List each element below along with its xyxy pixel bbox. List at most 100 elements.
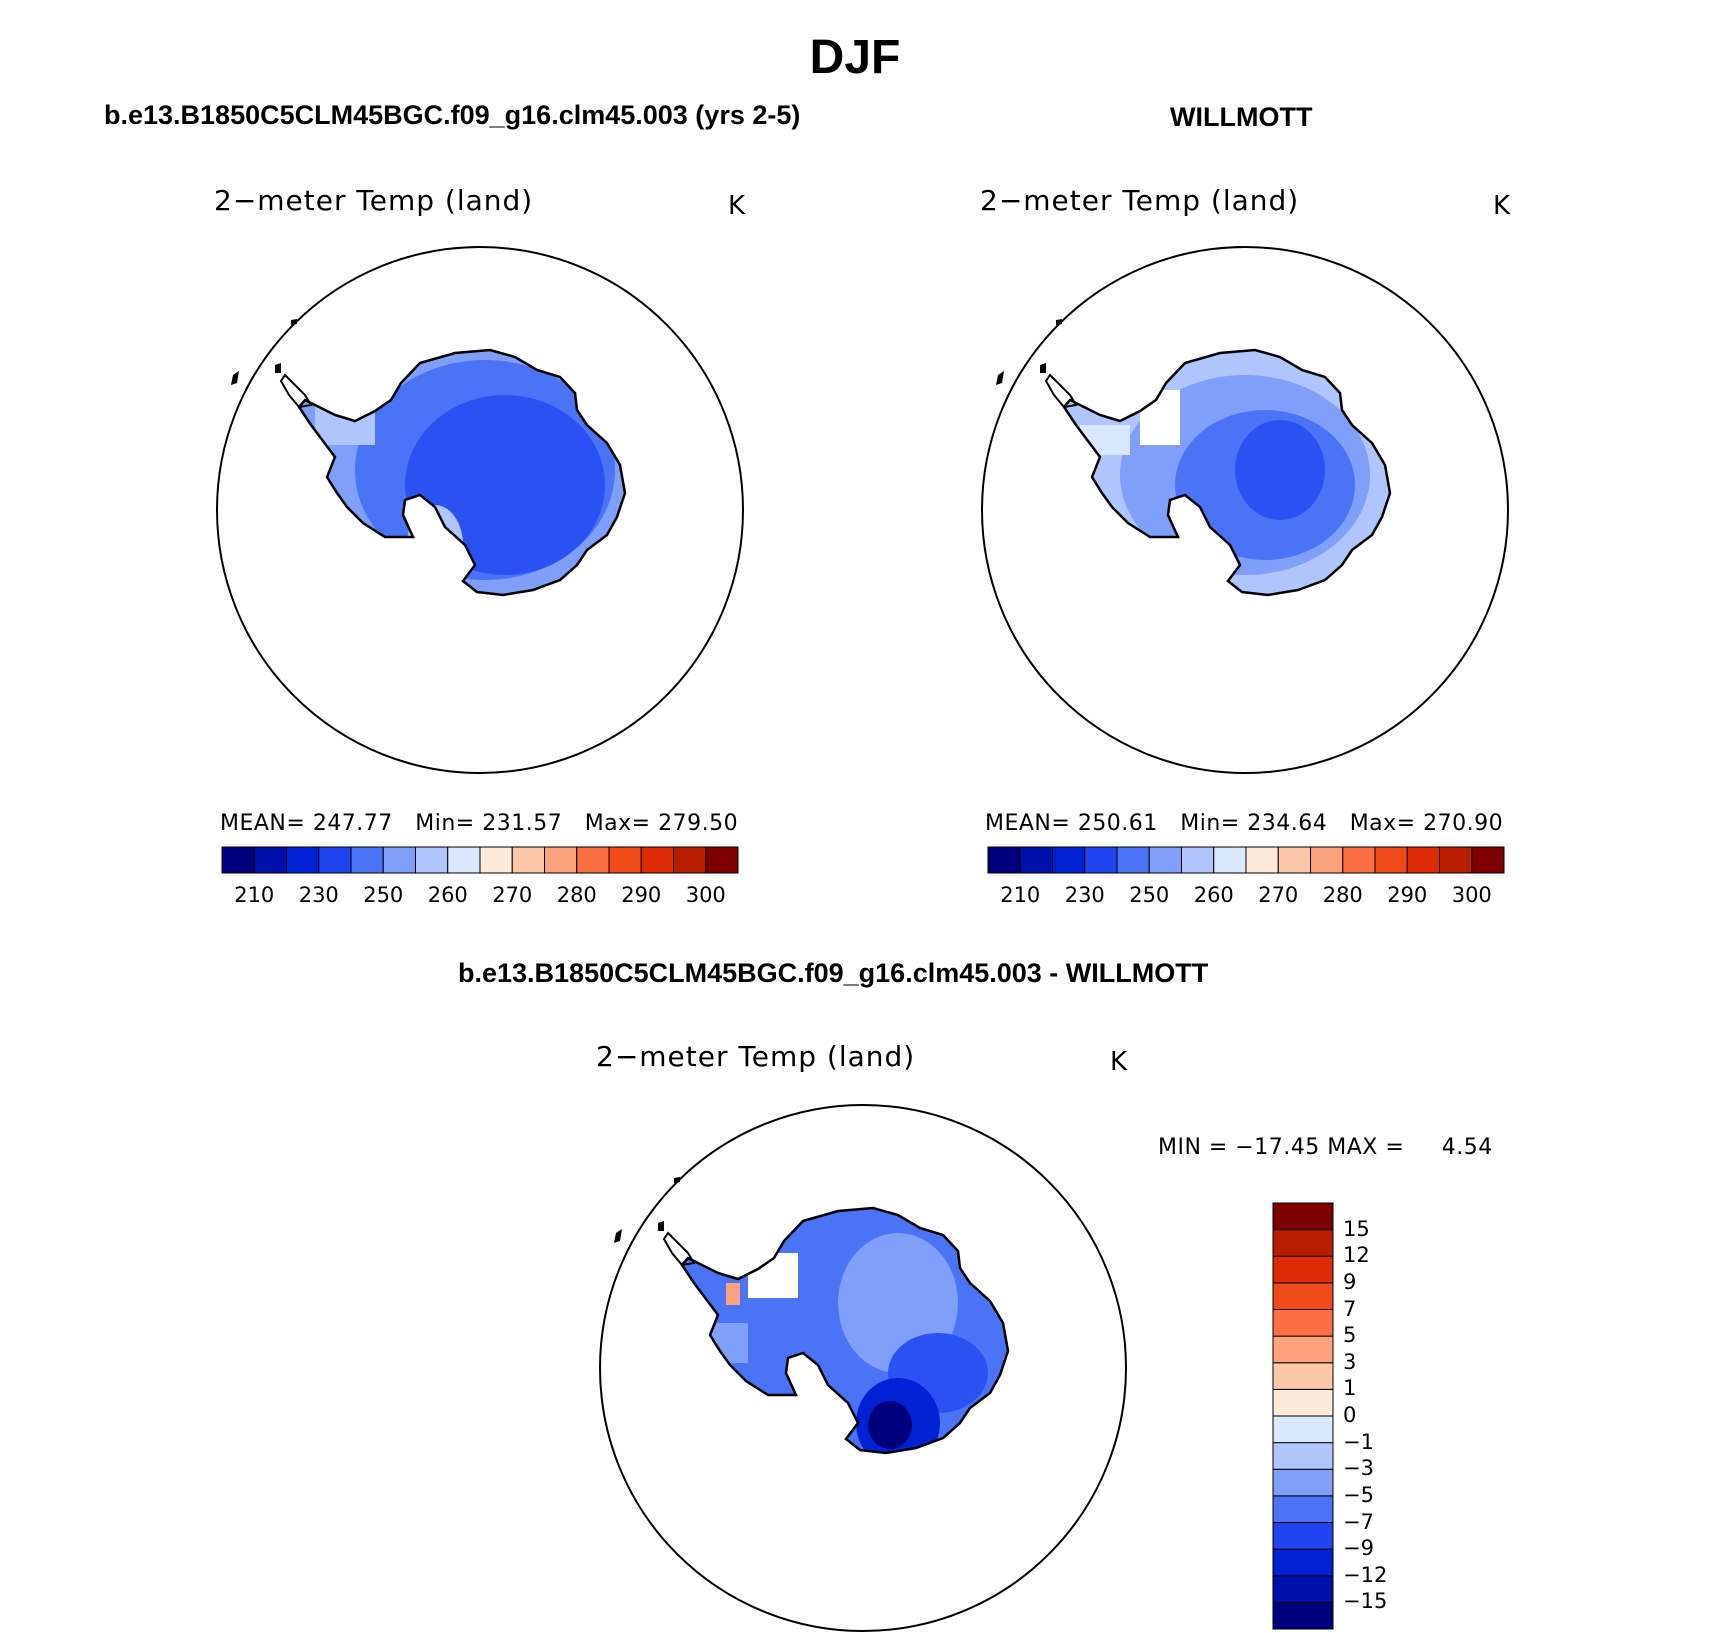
- colorbar-swatch: [1272, 1495, 1334, 1523]
- colorbar-swatch: [1272, 1362, 1334, 1390]
- colorbar-tick-label: 15: [1343, 1216, 1370, 1241]
- colorbar-tick-label: 230: [298, 883, 339, 907]
- colorbar-swatch: [382, 846, 416, 874]
- colorbar-swatch: [1272, 1202, 1334, 1231]
- island: [614, 1229, 622, 1243]
- coastline: [297, 348, 627, 597]
- colorbar-swatch: [1406, 846, 1440, 874]
- colorbar-swatch: [253, 846, 287, 874]
- colorbar-swatch: [1148, 846, 1182, 874]
- island: [1056, 319, 1062, 325]
- colorbar-tick-label: −1: [1343, 1429, 1374, 1454]
- coastline: [1062, 348, 1392, 597]
- obs-colorbar: [987, 846, 1505, 874]
- land-fill-warm-patch: [726, 1283, 740, 1305]
- colorbar-swatch: [1019, 846, 1053, 874]
- colorbar-swatch: [1277, 846, 1311, 874]
- land-fill-coldest: [868, 1401, 912, 1449]
- peninsula-coast: [1044, 373, 1078, 409]
- diff-units: K: [1110, 1047, 1128, 1077]
- diff-stats: MIN = −17.45 MAX = 4.54: [1158, 1135, 1493, 1160]
- colorbar-tick-label: 210: [1000, 883, 1041, 907]
- colorbar-swatch: [1272, 1255, 1334, 1284]
- colorbar-swatch: [1181, 846, 1215, 874]
- colorbar-swatch: [1272, 1282, 1334, 1310]
- colorbar-tick-label: −15: [1343, 1589, 1388, 1614]
- island: [231, 371, 239, 385]
- colorbar-swatch: [415, 846, 449, 874]
- colorbar-swatch: [447, 846, 481, 874]
- colorbar-swatch: [1272, 1415, 1334, 1444]
- coastline: [680, 1206, 1010, 1455]
- colorbar-swatch: [511, 846, 545, 874]
- colorbar-swatch: [1116, 846, 1150, 874]
- colorbar-tick-label: 0: [1343, 1403, 1357, 1427]
- land-fill-center: [1235, 420, 1325, 520]
- diff-colorbar: [1272, 1202, 1334, 1630]
- colorbar-tick-label: 5: [1343, 1323, 1357, 1348]
- colorbar-tick-label: 250: [1129, 883, 1170, 907]
- colorbar-tick-label: 1: [1343, 1376, 1357, 1401]
- colorbar-swatch: [1272, 1522, 1334, 1550]
- obs-stats: MEAN= 250.61 Min= 234.64 Max= 270.90: [985, 811, 1504, 836]
- island: [996, 371, 1004, 385]
- obs-map: [981, 246, 1509, 774]
- model-map: [216, 246, 744, 774]
- colorbar-swatch: [608, 846, 642, 874]
- colorbar-swatch: [987, 846, 1021, 874]
- colorbar-swatch: [1272, 1468, 1334, 1497]
- colorbar-swatch: [350, 846, 384, 874]
- colorbar-tick-label: 270: [1258, 883, 1299, 907]
- colorbar-swatch: [544, 846, 578, 874]
- colorbar-swatch: [1272, 1335, 1334, 1364]
- model-panel-label: 2−meter Temp (land): [214, 184, 534, 217]
- diff-map: [599, 1104, 1127, 1632]
- colorbar-swatch: [705, 846, 739, 874]
- peninsula-coast: [662, 1231, 696, 1267]
- island: [291, 319, 297, 325]
- colorbar-tick-label: −3: [1343, 1456, 1374, 1481]
- colorbar-swatch: [1272, 1601, 1334, 1630]
- colorbar-tick-label: 260: [427, 883, 468, 907]
- model-stats: MEAN= 247.77 Min= 231.57 Max= 279.50: [220, 811, 739, 836]
- obs-panel-label: 2−meter Temp (land): [980, 184, 1300, 217]
- island: [275, 363, 281, 373]
- colorbar-tick-label: 9: [1343, 1269, 1357, 1294]
- colorbar-tick-label: −12: [1343, 1562, 1388, 1587]
- diff-case-title: b.e13.B1850C5CLM45BGC.f09_g16.clm45.003 …: [458, 958, 1209, 988]
- colorbar-tick-label: 210: [234, 883, 275, 907]
- model-colorbar: [221, 846, 739, 874]
- colorbar-tick-label: 7: [1343, 1296, 1357, 1321]
- colorbar-tick-label: −5: [1343, 1482, 1374, 1507]
- colorbar-tick-label: 280: [1322, 883, 1363, 907]
- colorbar-swatch: [221, 846, 255, 874]
- island: [674, 1177, 680, 1183]
- colorbar-tick-label: 290: [1387, 883, 1428, 907]
- colorbar-swatch: [1272, 1388, 1334, 1417]
- obs-case-title: WILLMOTT: [1170, 102, 1313, 132]
- model-case-title: b.e13.B1850C5CLM45BGC.f09_g16.clm45.003 …: [104, 100, 801, 130]
- diff-panel-label: 2−meter Temp (land): [596, 1040, 916, 1073]
- colorbar-swatch: [1052, 846, 1086, 874]
- colorbar-swatch: [1310, 846, 1344, 874]
- colorbar-tick-label: 250: [363, 883, 404, 907]
- model-units: K: [728, 191, 746, 221]
- colorbar-swatch: [1272, 1575, 1334, 1603]
- colorbar-swatch: [1471, 846, 1505, 874]
- colorbar-swatch: [1374, 846, 1408, 874]
- colorbar-swatch: [318, 846, 352, 874]
- colorbar-tick-label: 280: [556, 883, 597, 907]
- island: [1040, 363, 1046, 373]
- colorbar-tick-label: −9: [1343, 1536, 1374, 1561]
- island: [658, 1221, 664, 1231]
- colorbar-tick-label: −7: [1343, 1509, 1374, 1534]
- colorbar-swatch: [1439, 846, 1473, 874]
- colorbar-swatch: [1084, 846, 1118, 874]
- colorbar-swatch: [1213, 846, 1247, 874]
- colorbar-swatch: [479, 846, 513, 874]
- colorbar-tick-label: 300: [685, 883, 726, 907]
- colorbar-swatch: [1272, 1309, 1334, 1337]
- colorbar-swatch: [1245, 846, 1279, 874]
- colorbar-swatch: [1272, 1548, 1334, 1577]
- colorbar-swatch: [1272, 1229, 1334, 1257]
